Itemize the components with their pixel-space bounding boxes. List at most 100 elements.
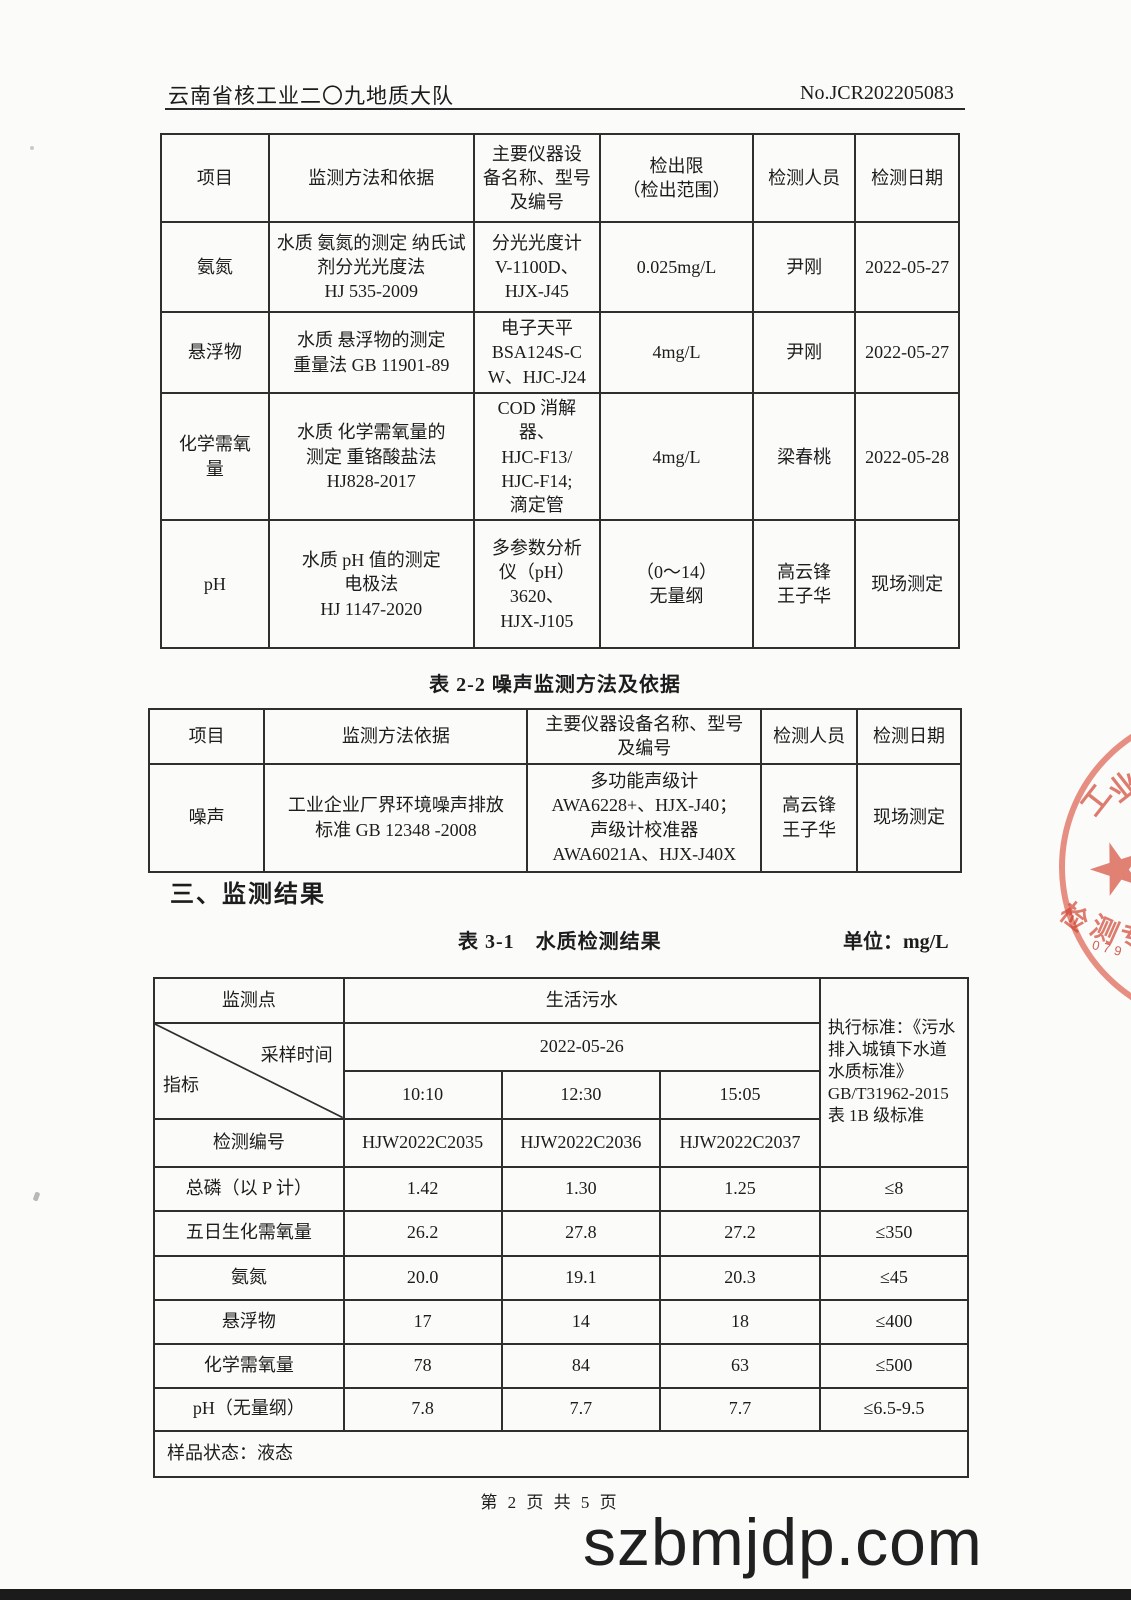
t1-cell: 氨氮 (160, 221, 270, 313)
t1-cell: 水质 氨氮的测定 纳氏试剂分光光度法 HJ 535-2009 (267, 221, 475, 313)
table-row: 化学需氧 量 水质 化学需氧量的 测定 重铬酸盐法 HJ828-2017 COD… (160, 391, 960, 522)
result-value: 19.1 (500, 1254, 662, 1301)
t1-cell: 高云锋 王子华 (752, 519, 857, 650)
t1-cell: 电子天平 BSA124S-C W、HJC-J24 (472, 311, 601, 394)
sample-state: 样品状态：液态 (153, 1429, 969, 1478)
result-value: 26.2 (342, 1209, 503, 1257)
result-value: 20.3 (659, 1254, 821, 1301)
t1-cell: COD 消解 器、 HJC-F13/ HJC-F14; 滴定管 (472, 391, 601, 522)
result-value: 63 (659, 1342, 821, 1389)
t1-cell: 尹刚 (752, 311, 857, 394)
t1-cell: 多参数分析 仪（pH） 3620、 HJX-J105 (472, 519, 601, 650)
t1-header-date: 检测日期 (854, 133, 960, 223)
t2-cell: 高云锋 王子华 (760, 762, 859, 873)
diagonal-line (155, 1024, 342, 1117)
t2-cell: 多功能声级计 AWA6228+、HJX-J40； 声级计校准器 AWA6021A… (526, 762, 763, 873)
sampling-time: 10:10 (342, 1069, 503, 1120)
t2-header-person: 检测人员 (760, 708, 859, 765)
t1-cell: （0～14） 无量纲 (598, 519, 755, 650)
result-value: 78 (342, 1342, 503, 1389)
table-header-row: 项目 监测方法依据 主要仪器设备名称、型号 及编号 检测人员 检测日期 (147, 708, 962, 765)
t1-cell: 梁春桃 (752, 391, 857, 522)
monitor-point-value: 生活污水 (342, 977, 821, 1024)
t2-header-instrument: 主要仪器设备名称、型号 及编号 (526, 708, 763, 765)
watermark-text: szbmjdp.com (583, 1505, 983, 1579)
sample-code: HJW2022C2035 (342, 1117, 503, 1168)
indicator-name: 总磷（以 P 计） (153, 1165, 345, 1212)
header-rule (165, 108, 965, 110)
indicator-name: pH（无量纲） (153, 1386, 345, 1432)
noise-table-title: 表 2-2 噪声监测方法及依据 (429, 674, 681, 696)
t1-cell: 水质 悬浮物的测定 重量法 GB 11901-89 (267, 311, 475, 394)
t1-cell: 4mg/L (598, 391, 755, 522)
table-header-row: 项目 监测方法和依据 主要仪器设 备名称、型号 及编号 检出限 （检出范围） 检… (160, 133, 960, 223)
table-row: 噪声 工业企业厂界环境噪声排放 标准 GB 12348 -2008 多功能声级计… (147, 762, 962, 873)
result-value: 7.7 (500, 1386, 662, 1432)
indicator-label: 指标 (163, 1075, 199, 1095)
water-result-table-title: 表 3-1 水质检测结果 (458, 931, 662, 953)
t1-cell: pH (160, 519, 270, 650)
t1-header-person: 检测人员 (752, 133, 857, 223)
t1-cell: 0.025mg/L (598, 221, 755, 313)
table-row: 五日生化需氧量 26.2 27.8 27.2 ≤350 (153, 1209, 970, 1257)
limit-value: ≤350 (818, 1209, 970, 1257)
result-value: 1.30 (500, 1165, 662, 1212)
result-value: 7.8 (342, 1386, 503, 1432)
table-row: 样品状态：液态 (153, 1429, 969, 1478)
table-row: 采样时间 指标 2022-05-26 (153, 1022, 968, 1120)
result-value: 7.7 (659, 1386, 821, 1432)
t1-header-limit: 检出限 （检出范围） (598, 133, 755, 223)
table-row: pH（无量纲） 7.8 7.7 7.7 ≤6.5-9.5 (153, 1386, 970, 1432)
t2-cell: 工业企业厂界环境噪声排放 标准 GB 12348 -2008 (263, 762, 529, 873)
limit-value: ≤500 (818, 1342, 970, 1389)
scan-edge-strip (0, 1589, 1131, 1600)
page-footer: 第 2 页 共 5 页 (480, 1493, 620, 1512)
monitor-point-label: 监测点 (153, 977, 345, 1024)
table-row: 化学需氧量 78 84 63 ≤500 (153, 1342, 970, 1389)
noise-method-table: 项目 监测方法依据 主要仪器设备名称、型号 及编号 检测人员 检测日期 噪声 工… (147, 708, 962, 873)
t2-header-date: 检测日期 (856, 708, 962, 765)
t1-header-item: 项目 (160, 133, 270, 223)
t1-cell: 化学需氧 量 (160, 391, 270, 522)
diagonal-cell: 采样时间 指标 (153, 1022, 345, 1120)
table-row: 氨氮 水质 氨氮的测定 纳氏试剂分光光度法 HJ 535-2009 分光光度计 … (160, 221, 960, 313)
standard-cell: 执行标准：《污水排入城镇下水道水质标准》GB/T31962-2015 表 1B … (818, 977, 970, 1168)
table-row: 10:10 12:30 15:05 (154, 1069, 968, 1120)
t1-cell: 4mg/L (598, 311, 755, 394)
section-heading: 三、监测结果 (170, 882, 326, 908)
t1-header-instrument: 主要仪器设 备名称、型号 及编号 (472, 133, 601, 223)
limit-value: ≤400 (818, 1298, 970, 1345)
result-value: 27.2 (659, 1209, 821, 1257)
result-value: 17 (342, 1298, 503, 1345)
t2-header-method: 监测方法依据 (263, 708, 529, 765)
indicator-name: 悬浮物 (153, 1298, 345, 1345)
t1-cell: 现场测定 (854, 519, 960, 650)
scan-speck (32, 1191, 41, 1202)
table-row: 悬浮物 水质 悬浮物的测定 重量法 GB 11901-89 电子天平 BSA12… (160, 311, 960, 394)
sampling-time-label: 采样时间 (260, 1045, 333, 1065)
t1-cell: 水质 化学需氧量的 测定 重铬酸盐法 HJ828-2017 (267, 391, 475, 522)
t1-cell: 尹刚 (752, 221, 857, 313)
sample-code: HJW2022C2036 (500, 1117, 662, 1168)
t2-header-item: 项目 (147, 708, 266, 765)
t2-cell: 现场测定 (856, 762, 962, 873)
t1-cell: 2022-05-27 (854, 311, 960, 394)
result-value: 84 (500, 1342, 662, 1389)
t1-cell: 2022-05-28 (854, 391, 960, 522)
table-row: 总磷（以 P 计） 1.42 1.30 1.25 ≤8 (153, 1165, 970, 1212)
limit-value: ≤6.5-9.5 (818, 1386, 970, 1432)
water-result-table: 监测点 生活污水 执行标准：《污水排入城镇下水道水质标准》GB/T31962-2… (153, 977, 970, 1478)
header-report-no: No.JCR202205083 (800, 82, 954, 104)
table-row: 悬浮物 17 14 18 ≤400 (153, 1298, 970, 1345)
table-row: 监测点 生活污水 执行标准：《污水排入城镇下水道水质标准》GB/T31962-2… (153, 977, 970, 1168)
result-value: 27.8 (500, 1209, 662, 1257)
result-value: 1.42 (342, 1165, 503, 1212)
header-org-name: 云南省核工业二〇九地质大队 (168, 84, 454, 108)
t1-cell: 分光光度计 V-1100D、 HJX-J45 (472, 221, 601, 313)
unit-label: 单位：mg/L (843, 931, 949, 953)
t1-cell: 悬浮物 (160, 311, 270, 394)
limit-value: ≤45 (818, 1254, 970, 1301)
water-method-table: 项目 监测方法和依据 主要仪器设 备名称、型号 及编号 检出限 （检出范围） 检… (160, 133, 960, 650)
result-value: 18 (659, 1298, 821, 1345)
